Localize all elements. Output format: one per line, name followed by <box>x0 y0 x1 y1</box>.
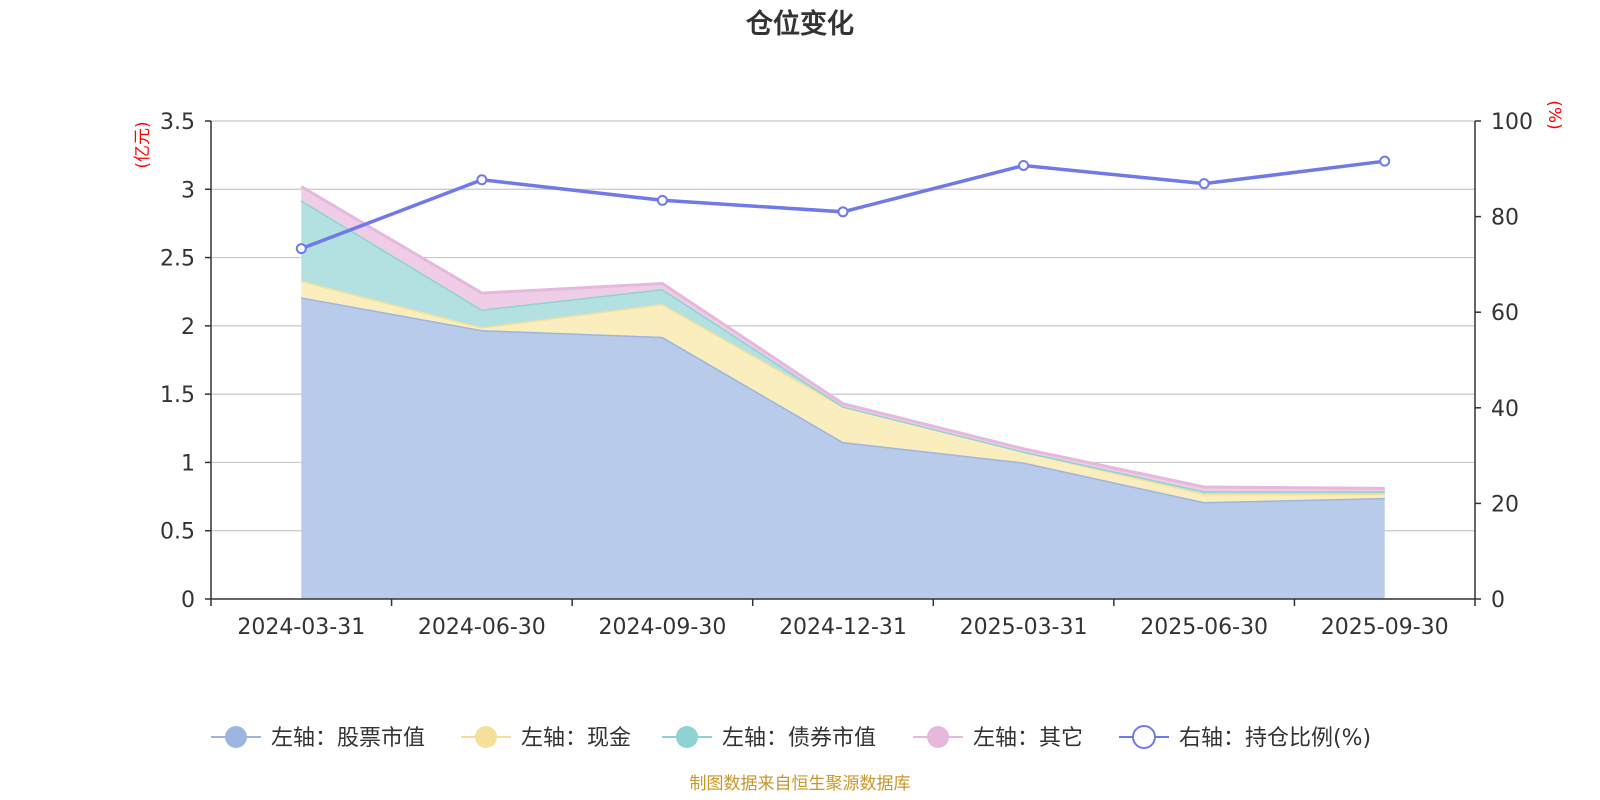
axes <box>205 120 1481 606</box>
legend-label: 右轴：持仓比例(%) <box>1179 726 1371 751</box>
x-axis-tick-label: 2024-12-31 <box>779 615 907 640</box>
left-axis-tick-label: 2.5 <box>160 247 195 272</box>
legend-label: 左轴：其它 <box>973 726 1083 751</box>
legend-item-1: 左轴：股票市值 <box>211 726 425 751</box>
right-axis-tick-label: 60 <box>1491 301 1519 326</box>
left-axis-unit: (亿元) <box>133 121 153 168</box>
data-source-note: 制图数据来自恒生聚源数据库 <box>690 774 911 794</box>
legend-swatch-marker <box>475 726 497 748</box>
legend-swatch-marker <box>225 726 247 748</box>
area-series-4-edge <box>300 185 1385 490</box>
legend-swatch-marker <box>927 726 949 748</box>
ratio-line-point <box>295 243 307 255</box>
right-axis-tick-label: 80 <box>1491 206 1519 231</box>
legend-swatch-marker <box>1132 725 1156 749</box>
ratio-line-point <box>1198 178 1210 190</box>
legend-label: 左轴：股票市值 <box>271 726 425 751</box>
chart-title: 仓位变化 <box>745 8 854 40</box>
x-axis-tick-label: 2024-03-31 <box>237 615 365 640</box>
x-axis-tick-label: 2024-06-30 <box>418 615 546 640</box>
ratio-line-point <box>837 206 849 218</box>
stacked-areas <box>300 185 1385 599</box>
area-series-1 <box>301 297 1385 599</box>
left-axis-tick-label: 1.5 <box>160 383 195 408</box>
left-axis-tick-label: 0 <box>181 588 195 613</box>
legend-item-2: 左轴：现金 <box>461 726 631 751</box>
left-axis-tick-label: 3.5 <box>160 110 195 135</box>
legend: 左轴：股票市值 左轴：现金 左轴：债券市值 左轴：其它 右轴：持仓比例(%) <box>211 725 1371 751</box>
right-axis-tick-label: 40 <box>1491 397 1519 422</box>
right-axis-unit: (%) <box>1544 100 1564 129</box>
right-axis-tick-label: 100 <box>1491 110 1533 135</box>
position-ratio-line <box>295 155 1391 255</box>
left-axis-tick-label: 3 <box>181 178 195 203</box>
left-axis-tick-label: 0.5 <box>160 520 195 545</box>
left-axis-tick-label: 2 <box>181 315 195 340</box>
legend-item-4: 左轴：其它 <box>913 726 1083 751</box>
left-axis-tick-label: 1 <box>181 451 195 476</box>
legend-label: 左轴：现金 <box>521 726 631 751</box>
ratio-line-point <box>476 174 488 186</box>
x-axis-tick-label: 2025-06-30 <box>1140 615 1268 640</box>
right-axis-tick-label: 20 <box>1491 492 1519 517</box>
legend-item-5: 右轴：持仓比例(%) <box>1119 725 1371 751</box>
x-axis-tick-label: 2024-09-30 <box>598 615 726 640</box>
tick-labels: 0 0.5 1 1.5 2 2.5 3 3.5 0 20 40 60 80 100 2024-03-31 20… <box>160 110 1533 640</box>
ratio-line-path <box>300 159 1385 251</box>
x-axis-tick-label: 2025-03-31 <box>960 615 1088 640</box>
ratio-line-point <box>1379 155 1391 167</box>
ratio-line-point <box>1018 159 1030 171</box>
x-axis-tick-label: 2025-09-30 <box>1321 615 1449 640</box>
ratio-line-point <box>656 194 668 206</box>
legend-item-3: 左轴：债券市值 <box>662 726 876 751</box>
legend-label: 左轴：债券市值 <box>722 726 876 751</box>
legend-swatch-marker <box>676 726 698 748</box>
right-axis-tick-label: 0 <box>1491 588 1505 613</box>
